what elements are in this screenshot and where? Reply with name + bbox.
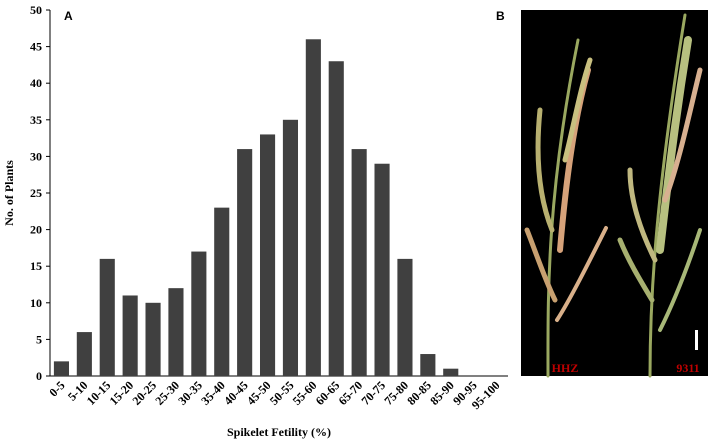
x-tick-label: 60-65 [313, 378, 343, 408]
bar [53, 361, 70, 376]
x-tick-label: 35-40 [198, 378, 228, 408]
photo-label: 9311 [676, 361, 699, 375]
y-tick-label: 40 [30, 76, 42, 90]
y-tick-label: 50 [30, 3, 42, 17]
x-tick-label: 65-70 [336, 378, 366, 408]
bar [214, 207, 230, 376]
bar [282, 119, 299, 377]
bar [237, 149, 253, 376]
panel-label: B [496, 9, 505, 23]
x-tick-label: 20-25 [129, 378, 159, 408]
bar [351, 149, 367, 376]
y-tick-label: 20 [30, 223, 42, 237]
x-tick-label: 0-5 [46, 378, 67, 399]
y-tick-label: 10 [30, 296, 42, 310]
x-tick-label: 10-15 [84, 378, 114, 408]
x-axis-label: Spikelet Fetility (%) [227, 425, 331, 439]
x-tick-label: 55-60 [290, 378, 320, 408]
bar [443, 368, 459, 376]
y-tick-label: 15 [30, 259, 42, 273]
x-tick-label: 25-30 [152, 378, 182, 408]
bar [122, 295, 138, 376]
x-tick-label: 15-20 [107, 378, 137, 408]
bar [328, 61, 344, 377]
bar [145, 302, 161, 376]
bar [397, 258, 413, 376]
panel-label: A [64, 9, 73, 23]
bar [420, 354, 436, 376]
y-axis-label: No. of Plants [2, 160, 16, 226]
x-tick-label: 75-80 [381, 378, 411, 408]
bar [259, 134, 276, 376]
bar [99, 258, 115, 376]
x-tick-label: 80-85 [404, 378, 434, 408]
photo-label: HHZ [552, 361, 579, 375]
x-tick-label: 85-90 [427, 378, 457, 408]
y-tick-label: 35 [30, 113, 42, 127]
x-tick-label: 40-45 [221, 378, 251, 408]
y-tick-label: 0 [36, 369, 42, 383]
y-tick-label: 5 [36, 332, 42, 346]
bar [374, 163, 390, 376]
bar [76, 332, 92, 376]
x-tick-label: 45-50 [244, 378, 274, 408]
bar [168, 288, 184, 376]
photo [521, 10, 708, 378]
y-tick-label: 45 [30, 40, 42, 54]
y-tick-label: 25 [30, 186, 42, 200]
x-tick-label: 70-75 [358, 378, 388, 408]
y-tick-label: 30 [30, 149, 42, 163]
x-tick-label: 50-55 [267, 378, 297, 408]
x-tick-label: 30-35 [175, 378, 205, 408]
bar [191, 251, 207, 376]
bar [305, 39, 321, 376]
